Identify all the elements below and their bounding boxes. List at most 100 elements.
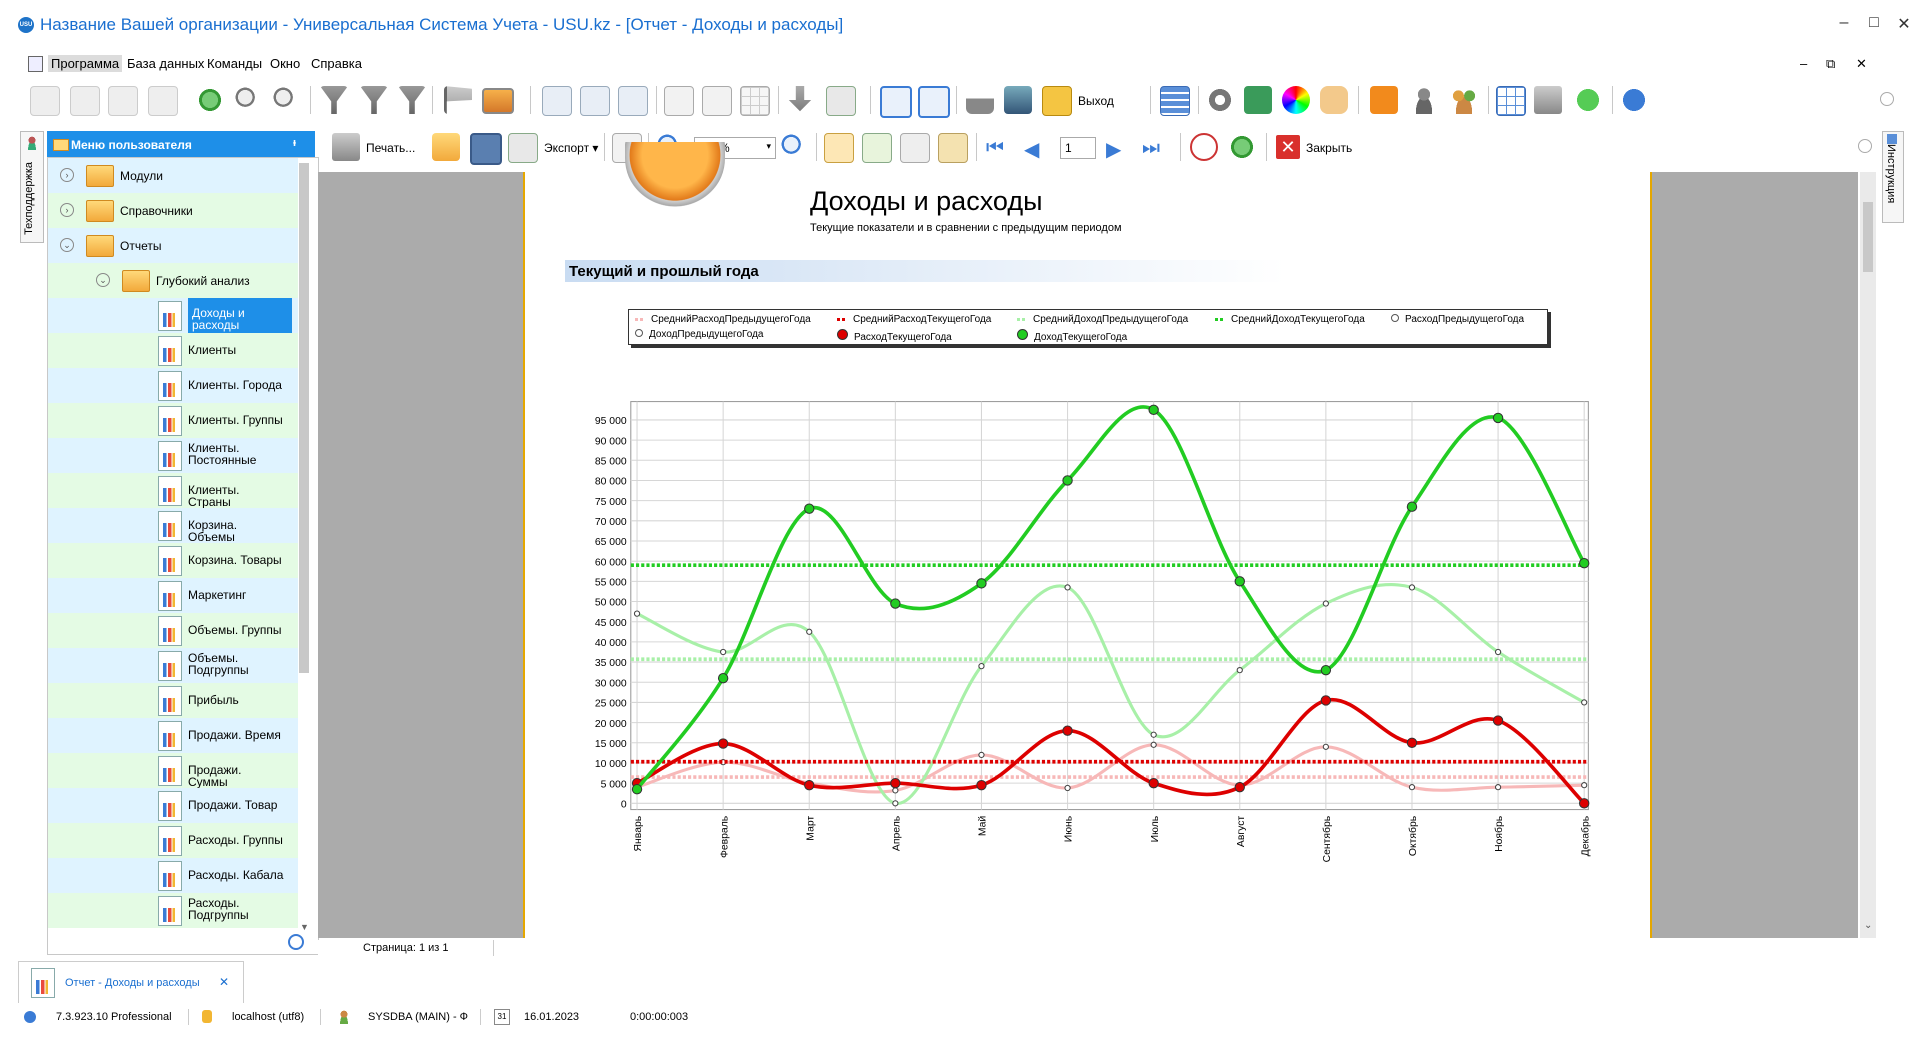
- menu-programma[interactable]: Программа: [48, 55, 123, 72]
- clock-icon[interactable]: [1190, 133, 1218, 161]
- tree-item[interactable]: Расходы. Подгруппы: [48, 893, 298, 928]
- form-icon[interactable]: [542, 86, 572, 116]
- mdi-close-button[interactable]: ✕: [1856, 56, 1867, 71]
- multipage-icon[interactable]: [824, 133, 854, 163]
- grid-icon[interactable]: [740, 86, 770, 116]
- tree-item[interactable]: Корзина. Товары: [48, 543, 298, 578]
- tree-item[interactable]: Расходы. Группы: [48, 823, 298, 858]
- menu-scroll-down-icon[interactable]: ▼: [300, 922, 309, 932]
- add-column-icon[interactable]: [664, 86, 694, 116]
- close-window-icon[interactable]: [880, 86, 912, 118]
- tree-item[interactable]: ⌄ Глубокий анализ: [48, 263, 298, 298]
- prev-page-icon[interactable]: ◀: [1024, 139, 1040, 161]
- next-page-icon[interactable]: ▶: [1106, 139, 1122, 161]
- user-icon[interactable]: [1410, 86, 1438, 114]
- zoom-out-icon[interactable]: [780, 133, 808, 161]
- tree-item[interactable]: Продажи. Время: [48, 718, 298, 753]
- mdi-minimize-button[interactable]: –: [1800, 56, 1808, 71]
- hand-icon[interactable]: [1320, 86, 1348, 114]
- close-report-button[interactable]: Закрыть: [1306, 141, 1353, 155]
- users-group-icon[interactable]: [1450, 86, 1478, 114]
- print-icon[interactable]: [332, 133, 360, 161]
- rss-icon[interactable]: [1370, 86, 1398, 114]
- minimize-button[interactable]: –: [1839, 14, 1849, 31]
- edit-icon[interactable]: [108, 86, 138, 116]
- list-view-icon[interactable]: [1160, 86, 1190, 116]
- edit-report-icon[interactable]: [938, 133, 968, 163]
- settings-gear-icon[interactable]: [1206, 86, 1234, 114]
- page-setup-icon[interactable]: [862, 133, 892, 163]
- refresh-icon[interactable]: [196, 86, 224, 114]
- search-icon[interactable]: [234, 86, 262, 114]
- filter-icon[interactable]: [320, 86, 348, 114]
- close-window-button[interactable]: ✕: [1897, 16, 1911, 33]
- last-page-icon[interactable]: ⏭: [1142, 137, 1160, 159]
- download-icon[interactable]: [788, 86, 812, 112]
- menu-database[interactable]: База данных: [127, 56, 205, 71]
- filter-clear-icon[interactable]: [398, 86, 426, 114]
- exit-button[interactable]: Выход: [1078, 94, 1114, 108]
- tree-item[interactable]: Клиенты. Страны: [48, 473, 298, 508]
- document-tab[interactable]: Отчет - Доходы и расходы ✕: [18, 961, 244, 1006]
- exit-icon[interactable]: [1042, 86, 1072, 116]
- report-scrollbar[interactable]: [1860, 172, 1876, 938]
- expander-icon[interactable]: ›: [60, 168, 74, 182]
- export-icon[interactable]: [508, 133, 538, 163]
- menu-search-icon[interactable]: [288, 934, 304, 950]
- instruction-tab[interactable]: Инструкция: [1882, 131, 1904, 223]
- search-advanced-icon[interactable]: [272, 86, 300, 114]
- menu-scrollbar[interactable]: [299, 163, 309, 673]
- tree-item[interactable]: Прибыль: [48, 683, 298, 718]
- export-button[interactable]: Экспорт ▾: [544, 141, 599, 155]
- color-palette-icon[interactable]: [1282, 86, 1310, 114]
- tree-item[interactable]: Клиенты: [48, 333, 298, 368]
- menu-commands[interactable]: Команды: [207, 56, 263, 71]
- page-settings-icon[interactable]: [900, 133, 930, 163]
- toolbar-options-icon[interactable]: [1880, 92, 1894, 106]
- maximize-button[interactable]: □: [1869, 14, 1879, 31]
- tree-item[interactable]: Клиенты. Постоянные: [48, 438, 298, 473]
- tree-item[interactable]: › Справочники: [48, 193, 298, 228]
- expander-icon[interactable]: ›: [60, 203, 74, 217]
- pin-icon[interactable]: ᵻ: [293, 137, 297, 149]
- filter-edit-icon[interactable]: [360, 86, 388, 114]
- flag-icon[interactable]: [444, 86, 472, 114]
- print-button[interactable]: Печать...: [366, 141, 416, 155]
- tree-item[interactable]: Клиенты. Города: [48, 368, 298, 403]
- tree-collapse-icon[interactable]: [618, 86, 648, 116]
- tree-expand-icon[interactable]: [580, 86, 610, 116]
- tree-item[interactable]: Расходы. Кабала: [48, 858, 298, 893]
- tree-item[interactable]: Маркетинг: [48, 578, 298, 613]
- tree-item[interactable]: Продажи. Товар: [48, 788, 298, 823]
- menu-help[interactable]: Справка: [311, 56, 362, 71]
- export-excel-icon[interactable]: [826, 86, 856, 116]
- scroll-thumb[interactable]: [1863, 202, 1873, 272]
- image-icon[interactable]: [482, 88, 514, 114]
- first-page-icon[interactable]: ⏮: [986, 137, 1004, 159]
- tree-item[interactable]: Доходы и расходы: [48, 298, 298, 333]
- lock-icon[interactable]: [966, 86, 994, 114]
- tree-item[interactable]: Объемы. Подгруппы: [48, 648, 298, 683]
- mdi-restore-button[interactable]: ⧉: [1826, 56, 1836, 71]
- report-scroll-down-icon[interactable]: ⌄: [1864, 920, 1873, 931]
- delete-icon[interactable]: [148, 86, 178, 116]
- add-record-icon[interactable]: [30, 86, 60, 116]
- expander-icon[interactable]: ⌄: [60, 238, 74, 252]
- table-icon[interactable]: [1496, 86, 1526, 116]
- tree-item[interactable]: › Модули: [48, 158, 298, 193]
- plug-icon[interactable]: [1004, 86, 1032, 114]
- printer-icon[interactable]: [1534, 86, 1562, 114]
- report-toolbar-options-icon[interactable]: [1858, 139, 1872, 153]
- open-folder-icon[interactable]: [432, 133, 460, 161]
- expander-icon[interactable]: ⌄: [96, 273, 110, 287]
- tree-item[interactable]: Объемы. Группы: [48, 613, 298, 648]
- info-icon[interactable]: [1620, 86, 1648, 114]
- page-number-input[interactable]: 1: [1060, 137, 1096, 159]
- book-icon[interactable]: [1244, 86, 1272, 114]
- copy-icon[interactable]: [70, 86, 100, 116]
- tree-item[interactable]: Продажи. Суммы: [48, 753, 298, 788]
- row-height-icon[interactable]: [702, 86, 732, 116]
- forward-icon[interactable]: [1574, 86, 1602, 114]
- menu-window[interactable]: Окно: [270, 56, 301, 71]
- close-all-windows-icon[interactable]: [918, 86, 950, 118]
